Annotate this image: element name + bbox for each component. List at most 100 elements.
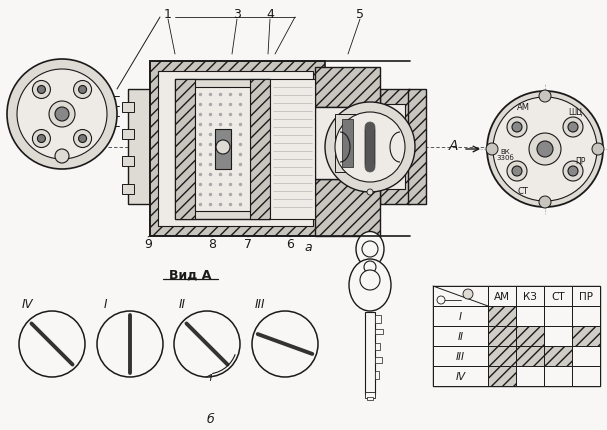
Text: IV: IV [21, 298, 33, 311]
Circle shape [367, 190, 373, 196]
Text: III: III [255, 298, 265, 311]
Bar [516, 326, 544, 346]
Bar [122, 130, 134, 140]
Circle shape [563, 162, 583, 181]
Text: 5: 5 [356, 7, 364, 21]
Ellipse shape [356, 232, 384, 267]
Text: A: A [448, 139, 458, 153]
Bar [433, 286, 488, 306]
Bar [488, 306, 516, 326]
Bar [516, 346, 544, 366]
Bar [433, 286, 600, 386]
Circle shape [539, 91, 551, 103]
Bar [488, 346, 516, 366]
Bar [544, 366, 572, 386]
Text: I: I [103, 298, 107, 311]
Text: II: II [178, 298, 186, 311]
Bar [195, 88, 250, 212]
Bar [380, 90, 410, 205]
Circle shape [55, 150, 69, 164]
Text: Вид А: Вид А [169, 268, 211, 281]
Bar [408, 90, 426, 205]
Text: КЗ: КЗ [523, 291, 537, 301]
Circle shape [537, 141, 553, 158]
Circle shape [32, 81, 50, 99]
Text: 4: 4 [266, 7, 274, 21]
Circle shape [38, 86, 46, 94]
Bar [315, 180, 380, 236]
Text: III: III [456, 351, 465, 361]
Circle shape [437, 296, 445, 304]
Bar [270, 80, 315, 219]
Text: 9: 9 [144, 238, 152, 251]
Circle shape [529, 134, 561, 166]
Text: б: б [206, 412, 214, 426]
Bar [572, 366, 600, 386]
Bar [572, 306, 600, 326]
Circle shape [73, 130, 92, 148]
Circle shape [507, 162, 527, 181]
Bar [516, 366, 544, 386]
Text: СТ: СТ [551, 291, 565, 301]
Circle shape [7, 60, 117, 169]
Bar [315, 108, 380, 180]
Bar [150, 62, 325, 236]
Circle shape [493, 98, 597, 202]
Bar [544, 326, 572, 346]
Bar [433, 346, 488, 366]
Text: IV: IV [455, 371, 466, 381]
Circle shape [487, 92, 603, 208]
Circle shape [512, 166, 522, 177]
Bar [375, 329, 383, 334]
Bar [175, 80, 270, 219]
Circle shape [592, 144, 604, 156]
Circle shape [512, 123, 522, 133]
Bar [385, 105, 405, 190]
Circle shape [19, 311, 85, 377]
Bar [433, 326, 488, 346]
Circle shape [563, 118, 583, 138]
Circle shape [335, 113, 405, 183]
Circle shape [362, 241, 378, 258]
Text: 1: 1 [164, 7, 172, 21]
Bar [375, 315, 381, 323]
Circle shape [174, 311, 240, 377]
Text: 8: 8 [208, 238, 216, 251]
Circle shape [97, 311, 163, 377]
Bar [122, 103, 134, 113]
Bar [544, 306, 572, 326]
Bar [250, 80, 270, 219]
Bar [365, 392, 375, 398]
Circle shape [365, 123, 375, 133]
Bar [128, 90, 150, 205]
Text: 3: 3 [233, 7, 241, 21]
Text: II: II [458, 331, 464, 341]
Bar [572, 326, 600, 346]
Circle shape [507, 118, 527, 138]
Bar [572, 286, 600, 306]
Circle shape [568, 123, 578, 133]
Circle shape [32, 130, 50, 148]
Bar [365, 312, 375, 394]
Bar [375, 343, 380, 350]
Circle shape [568, 166, 578, 177]
Bar [175, 80, 195, 219]
Circle shape [539, 197, 551, 209]
Circle shape [325, 103, 415, 193]
Text: 6: 6 [286, 238, 294, 251]
Bar [433, 306, 488, 326]
Circle shape [252, 311, 318, 377]
Bar [488, 366, 516, 386]
Circle shape [55, 108, 69, 122]
Bar [215, 130, 231, 169]
Bar [315, 68, 380, 108]
Circle shape [78, 135, 87, 143]
Circle shape [360, 270, 380, 290]
Bar [433, 366, 488, 386]
Circle shape [73, 81, 92, 99]
Bar [516, 306, 544, 326]
Text: а: а [304, 241, 312, 254]
Circle shape [365, 163, 375, 172]
Bar [122, 157, 134, 166]
Ellipse shape [349, 259, 391, 311]
